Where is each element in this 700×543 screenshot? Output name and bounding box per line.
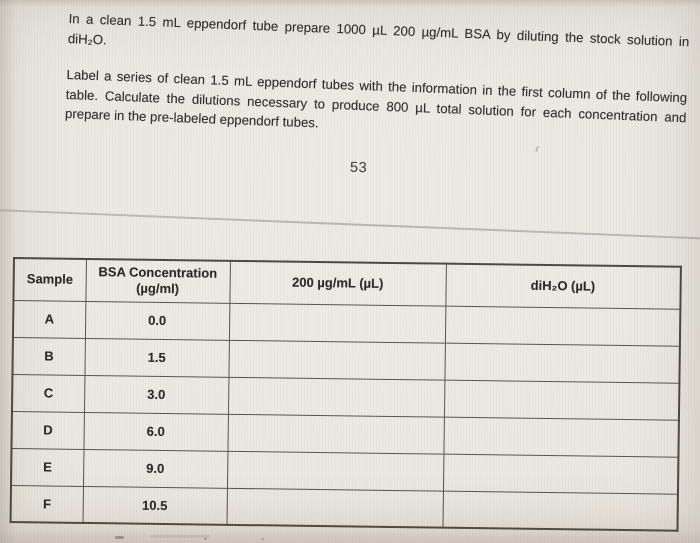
header-bsa-concentration: BSA Concentration (µg/ml) — [85, 258, 230, 303]
sample-label: D — [11, 410, 84, 449]
sample-label: E — [11, 447, 84, 486]
bsa-concentration-value: 6.0 — [83, 411, 228, 451]
stock-volume-cell — [228, 302, 446, 343]
paragraph-1: In a clean 1.5 mL eppendorf tube prepare… — [68, 9, 690, 71]
sample-label: A — [12, 300, 86, 338]
photo-speck — [535, 145, 539, 153]
photo-speck — [204, 538, 207, 540]
photo-speck — [261, 538, 264, 540]
water-volume-cell — [443, 379, 680, 420]
dilution-table: Sample BSA Concentration (µg/ml) 200 µg/… — [9, 257, 682, 532]
header-water-volume: diH₂O (µL) — [445, 263, 681, 309]
bsa-concentration-value: 10.5 — [82, 485, 227, 525]
photo-mark — [115, 536, 124, 539]
table-row: F 10.5 — [10, 484, 678, 531]
header-bsa-line1: BSA Concentration — [98, 264, 218, 281]
sample-label: F — [10, 484, 84, 523]
paragraph-2: Label a series of clean 1.5 mL eppendorf… — [65, 65, 688, 147]
sample-label: C — [11, 374, 85, 412]
bsa-concentration-value: 1.5 — [84, 337, 229, 377]
stock-volume-cell — [226, 487, 443, 528]
bsa-concentration-value: 0.0 — [84, 300, 230, 340]
header-bsa-line2: (µg/ml) — [136, 280, 180, 297]
bsa-concentration-value: 3.0 — [83, 374, 229, 414]
water-volume-cell — [444, 305, 681, 346]
header-stock-volume: 200 µg/mL (µL) — [229, 260, 446, 306]
stock-volume-cell — [227, 376, 445, 417]
photo-smudge — [150, 535, 210, 538]
stock-volume-cell — [227, 413, 444, 454]
page-number: 53 — [349, 159, 368, 177]
water-volume-cell — [442, 453, 679, 494]
sample-label: B — [12, 337, 85, 375]
bsa-concentration-value: 9.0 — [83, 448, 228, 488]
instructions-text: In a clean 1.5 mL eppendorf tube prepare… — [65, 9, 690, 147]
stock-volume-cell — [226, 450, 444, 491]
water-volume-cell — [444, 342, 680, 383]
water-volume-cell — [443, 416, 679, 457]
section-divider — [0, 209, 700, 240]
water-volume-cell — [442, 490, 678, 531]
header-sample: Sample — [13, 258, 86, 301]
stock-volume-cell — [228, 339, 445, 380]
